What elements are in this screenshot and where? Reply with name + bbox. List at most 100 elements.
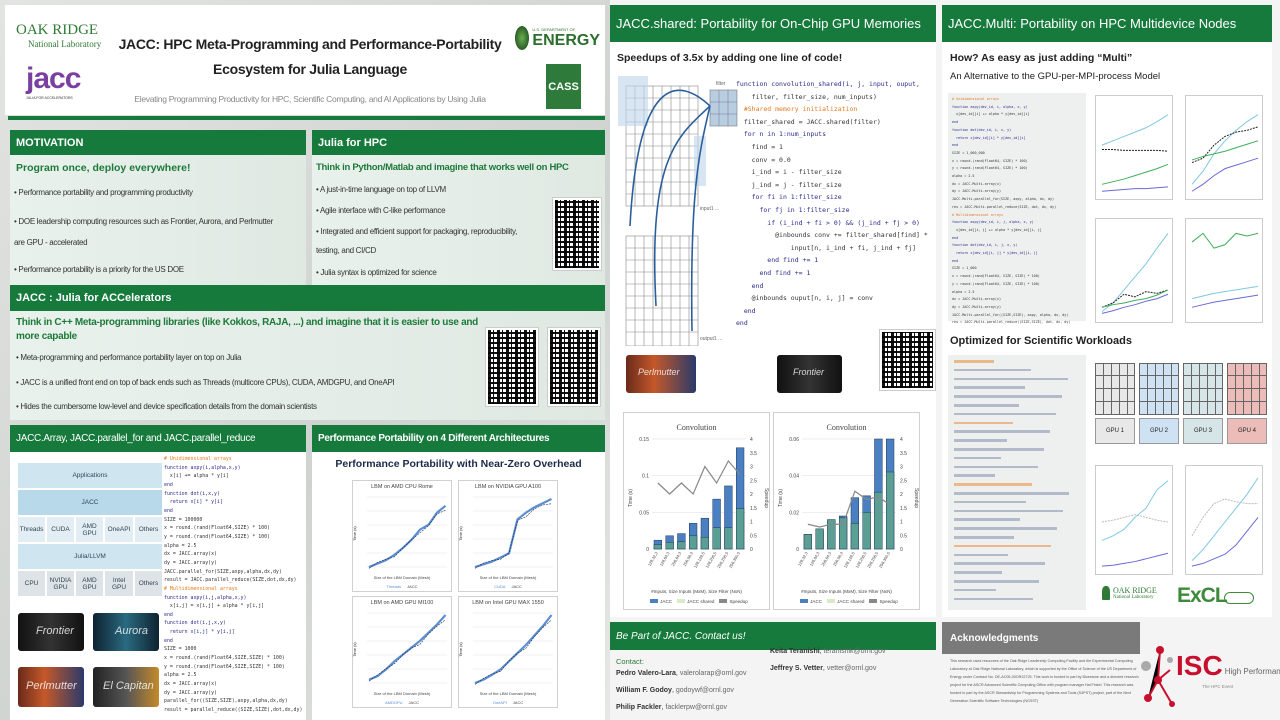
code-line: for n in 1:num_inputs [736,130,827,139]
ornl-logo: OAK RIDGE National Laboratory [16,22,106,49]
input-grid [625,85,699,346]
legend-item: JACC [512,700,524,705]
y2-tick-label: 3 [900,465,903,471]
shared-code-block: function convolution_shared(i, j, input,… [736,78,928,330]
code-line: function axpy(i,alpha,x,y) [164,464,241,471]
ack-header: Acknowledgments [942,622,1140,654]
code-line: end [952,143,959,148]
stack-backend: CUDA [46,516,75,543]
qr-code[interactable] [485,327,539,407]
code-line: # Unidimensional arrays [164,456,232,462]
code-line-placeholder [954,395,1062,398]
y2-axis-label: Speedup [913,488,919,508]
julia-hpc-header: Julia for HPC [312,130,605,155]
code-line-placeholder [954,500,1026,504]
code-line: alpha = 2.5 [164,672,197,679]
code-line: x[i] += alpha * y[i] [164,473,229,480]
supercomputer-label: Frontier [36,625,74,637]
legend-item: JACC [408,700,419,705]
series-line [1101,114,1169,146]
legend-swatch [869,599,878,603]
code-line-placeholder [954,553,1008,557]
multi-header: JACC.Multi: Portability on HPC Multidevi… [942,5,1272,42]
chart-title: LBM on NVIDIA GPU A100 [474,484,542,490]
series-line [1191,517,1259,567]
highlight-window [618,76,648,126]
legend-swatch [719,599,728,603]
legend-item: JACC [660,599,673,604]
code-line: conv = 0.0 [736,155,791,164]
qr-code[interactable] [879,329,936,391]
bar-jacc-shared [689,535,698,550]
gpu-box: GPU 4 [1227,418,1267,444]
series-line [1101,233,1169,313]
bar-jacc-shared [862,512,871,550]
output-label: output1 ... [700,336,723,342]
code-line: @inbounds ouput[n, i, j] = conv [736,294,873,303]
y-tick-label: 0 [796,547,799,553]
y2-tick-label: 2.5 [900,478,907,484]
array-header: JACC.Array, JACC.parallel_for and JACC.p… [10,425,306,452]
legend-item: JACC [511,584,522,589]
convolution-chart: Convolution 0 0.02 0.04 0.06 0 0.5 1 1.5 2 2.5 3 3.5… [773,412,920,610]
motivation-bullet: • Performance portability is a priority … [14,265,184,274]
ornl-leaf-icon [1102,586,1110,600]
contact-entry: William F. Godoy, godoywf@ornl.gov [616,687,734,694]
contact-email[interactable]: godoywf@ornl.gov [675,687,734,694]
code-line: return x[dev_id][i] * y[dev_id][i] [952,135,1026,140]
code-line: end [164,637,173,644]
ornl-logo-sub: National Laboratory [28,39,102,49]
legend-item: JACC shared [837,599,865,604]
ornl-logo-sub: National Laboratory [1113,595,1154,600]
series-line [1191,232,1259,249]
bar-jacc-shared [874,491,883,550]
contact-email[interactable]: facklerpw@ornl.gov [665,704,727,711]
bar-jacc-shared [803,534,812,550]
code-line-placeholder [954,465,1038,469]
perf-chart: LBM on Intel GPU MAX 1550 Size of the LBM… [458,596,558,708]
stack-hardware: Others [134,570,163,597]
code-line: end [952,120,959,125]
series-line [1101,289,1169,308]
chart-plot [473,496,553,569]
jacc-logo: JACC JULIA FOR ACCELERATORS [26,62,96,100]
supercomputer-label: Aurora [115,625,149,637]
code-line: alpha = 2.5 [952,289,975,294]
code-line: return x[dev_id][i, j] * y[dev_id][i, j] [952,251,1038,256]
contact-email[interactable]: vetter@ornl.gov [826,665,877,672]
series-line [474,614,553,685]
chart-legend: JACC JACC shared Speedup [774,599,919,604]
code-line: function convolution_shared(i, j, input,… [736,80,920,88]
bar-jacc-shared [665,542,674,550]
array-code-block: # Unidimensional arrays function axpy(i,a… [164,455,302,715]
code-line: i_ind = i - filter_size [736,168,842,177]
contact-header: Be Part of JACC. Contact us! [610,622,936,650]
poster-subtitle: Elevating Programming Productivity for H… [134,94,486,104]
chart-title: LBM on Intel GPU MAX 1550 [472,600,544,606]
stack-backend: OneAPI [104,516,134,543]
isc-tagline: The HPC Event [1202,684,1234,689]
y-axis-label: Time (s) [351,642,357,657]
series-line [368,504,447,569]
contact-email[interactable]: valerolarap@ornl.gov [679,670,747,677]
cass-text: CASS [548,80,579,93]
series-line [1191,294,1259,308]
qr-code[interactable] [547,327,601,407]
code-line: end find += 1 [736,268,811,277]
stack-hardware: CPU [17,570,46,597]
code-line: end [952,235,959,240]
stack-hardware: Intel GPU [104,570,134,597]
motivation-bullet: • Performance portability and programmin… [14,188,193,197]
qr-code[interactable] [552,197,602,271]
y-tick-label: 0.04 [789,474,799,480]
chart-plot [473,612,553,685]
contact-email[interactable]: teranishik@ornl.gov [823,648,886,655]
y-tick-label: 0 [646,547,649,553]
y2-tick-label: 4 [750,437,753,443]
y2-tick-label: 0 [750,547,753,553]
series-line [1101,552,1169,567]
left-poster: OAK RIDGE National Laboratory JACC JULIA… [0,0,610,720]
code-line: dx = JACC.array(x) [164,551,217,558]
supercomputer-image: Frontier [777,355,842,393]
